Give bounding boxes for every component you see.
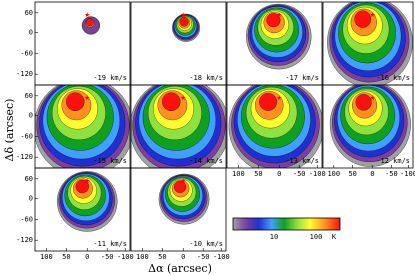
star-marker: ★ bbox=[370, 10, 376, 20]
channel-map bbox=[131, 85, 226, 168]
x-tick-label: -50 bbox=[101, 253, 114, 261]
channel-map bbox=[81, 16, 101, 35]
panel-frame bbox=[130, 167, 227, 252]
emission-level bbox=[259, 93, 277, 111]
velocity-label: -18 km/s bbox=[189, 74, 223, 82]
x-tick-label: 0 bbox=[277, 170, 281, 178]
y-tick-label: -120 bbox=[16, 153, 33, 161]
panel-frame bbox=[226, 84, 323, 169]
star-marker: ★ bbox=[85, 93, 91, 103]
x-tick-label: 50 bbox=[158, 253, 166, 261]
channel-map bbox=[158, 173, 210, 225]
x-tick-label: -50 bbox=[197, 253, 210, 261]
channel-map bbox=[327, 2, 413, 85]
velocity-label: -19 km/s bbox=[93, 74, 127, 82]
y-tick-label: -120 bbox=[16, 236, 33, 244]
x-tick-label: 100 bbox=[327, 170, 340, 178]
star-marker: ★ bbox=[277, 93, 283, 103]
star-marker: ★ bbox=[85, 10, 91, 20]
velocity-label: -15 km/s bbox=[93, 157, 127, 165]
y-tick-label: 60 bbox=[25, 92, 33, 100]
colorbar-tick: 100 bbox=[310, 233, 323, 241]
channel-map bbox=[228, 85, 322, 168]
velocity-label: -16 km/s bbox=[376, 74, 410, 82]
emission-level bbox=[266, 13, 281, 28]
panel-frame bbox=[34, 1, 131, 86]
y-tick-label: 60 bbox=[25, 175, 33, 183]
y-axis-label: Δδ (arcsec) bbox=[3, 99, 16, 162]
x-tick-label: 100 bbox=[232, 170, 245, 178]
emission-level bbox=[161, 92, 181, 111]
panel-frame bbox=[322, 84, 414, 169]
emission-level bbox=[355, 94, 372, 111]
emission-level bbox=[75, 179, 89, 194]
y-tick-label: -120 bbox=[16, 70, 33, 78]
velocity-label: -17 km/s bbox=[285, 74, 319, 82]
y-tick-label: 60 bbox=[25, 9, 33, 17]
y-tick-label: 0 bbox=[29, 195, 33, 203]
x-tick-label: 0 bbox=[181, 253, 185, 261]
x-tick-label: -100 bbox=[400, 170, 415, 178]
channel-map bbox=[329, 85, 411, 167]
x-axis-label: Δα (arcsec) bbox=[148, 262, 212, 275]
x-tick-label: -50 bbox=[293, 170, 306, 178]
panel-frame bbox=[130, 1, 227, 86]
y-tick-label: -60 bbox=[20, 215, 33, 223]
x-tick-label: 100 bbox=[40, 253, 53, 261]
emission-level bbox=[174, 180, 187, 193]
x-tick-label: 0 bbox=[370, 170, 374, 178]
x-tick-label: 50 bbox=[62, 253, 70, 261]
x-tick-label: -100 bbox=[213, 253, 230, 261]
y-tick-label: -60 bbox=[20, 49, 33, 57]
y-tick-label: 0 bbox=[29, 29, 33, 37]
y-tick-label: 0 bbox=[29, 112, 33, 120]
colorbar bbox=[232, 217, 341, 231]
velocity-label: -12 km/s bbox=[376, 157, 410, 165]
star-marker: ★ bbox=[181, 176, 187, 186]
star-marker: ★ bbox=[181, 10, 187, 20]
colorbar-unit: K bbox=[332, 233, 337, 241]
emission-level bbox=[179, 17, 189, 27]
star-marker: ★ bbox=[277, 10, 283, 20]
velocity-label: -11 km/s bbox=[93, 240, 127, 248]
emission-level bbox=[65, 92, 85, 111]
star-marker: ★ bbox=[370, 93, 376, 103]
star-marker: ★ bbox=[181, 93, 187, 103]
panel-frame bbox=[34, 167, 131, 252]
channel-map bbox=[56, 171, 118, 232]
channel-map bbox=[35, 85, 130, 168]
star-marker: ★ bbox=[85, 176, 91, 186]
x-tick-label: -50 bbox=[385, 170, 398, 178]
emission-level bbox=[85, 18, 94, 27]
x-tick-label: 50 bbox=[254, 170, 262, 178]
velocity-label: -10 km/s bbox=[189, 240, 223, 248]
emission-level bbox=[354, 10, 372, 28]
x-tick-label: -100 bbox=[309, 170, 326, 178]
x-tick-label: 0 bbox=[85, 253, 89, 261]
x-tick-label: -100 bbox=[117, 253, 134, 261]
channel-map bbox=[246, 3, 312, 70]
colorbar-tick: 10 bbox=[270, 233, 278, 241]
y-tick-label: -60 bbox=[20, 132, 33, 140]
x-tick-label: 50 bbox=[348, 170, 356, 178]
velocity-label: -14 km/s bbox=[189, 157, 223, 165]
x-tick-label: 100 bbox=[136, 253, 149, 261]
velocity-label: -13 km/s bbox=[285, 157, 319, 165]
channel-map bbox=[172, 13, 201, 42]
